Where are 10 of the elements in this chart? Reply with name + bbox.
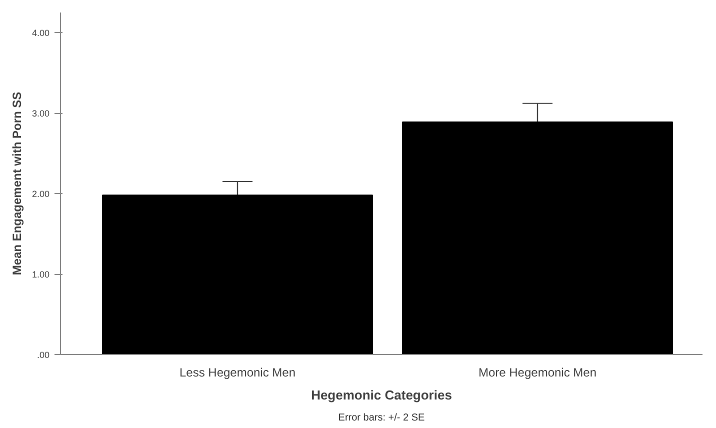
- y-tick-label: 2.00: [32, 189, 50, 200]
- x-axis-title: Hegemonic Categories: [311, 388, 452, 402]
- text: Error bars: +/- 2 SE: [338, 412, 426, 424]
- y-tick-label: 1.00: [32, 270, 50, 280]
- y-tick-label: 4.00: [32, 28, 50, 38]
- x-tick-label: Less Hegemonic Men: [179, 366, 296, 380]
- y-tick-label: 3.00: [32, 108, 50, 119]
- y-tick-label: .00: [36, 350, 50, 360]
- y-axis-title: Mean Engagement with Porn SS: [10, 92, 24, 276]
- x-tick-label: More Hegemonic Men: [478, 366, 597, 380]
